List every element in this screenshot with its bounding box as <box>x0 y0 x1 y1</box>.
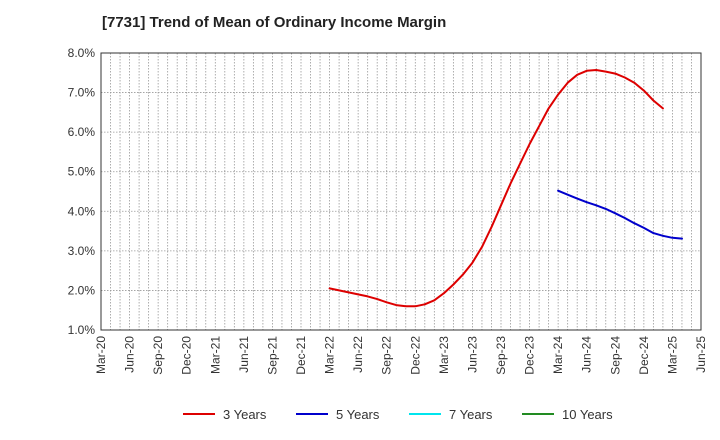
x-tick-label: Dec-21 <box>294 336 308 375</box>
x-tick-label: Sep-24 <box>608 336 622 375</box>
x-tick-label: Mar-22 <box>323 336 337 374</box>
x-tick-label: Jun-25 <box>694 336 708 373</box>
legend-label-5-years: 5 Years <box>336 407 380 422</box>
y-tick-label: 6.0% <box>68 125 96 139</box>
chart-title: [7731] Trend of Mean of Ordinary Income … <box>102 14 447 31</box>
x-tick-label: Jun-24 <box>580 336 594 373</box>
legend-label-3-years: 3 Years <box>223 407 267 422</box>
y-axis-ticks: 1.0% 2.0% 3.0% 4.0% 5.0% 6.0% 7.0% 8.0% <box>68 46 96 337</box>
x-tick-label: Mar-21 <box>208 336 222 374</box>
x-tick-label: Mar-20 <box>94 336 108 374</box>
y-tick-label: 4.0% <box>68 204 96 218</box>
x-tick-label: Dec-22 <box>408 336 422 375</box>
y-tick-label: 5.0% <box>68 165 96 179</box>
x-tick-label: Mar-25 <box>665 336 679 374</box>
y-tick-label: 8.0% <box>68 46 96 60</box>
x-tick-label: Dec-24 <box>637 336 651 375</box>
legend: 3 Years 5 Years 7 Years 10 Years <box>183 407 613 422</box>
y-tick-label: 2.0% <box>68 283 96 297</box>
x-tick-label: Dec-20 <box>180 336 194 375</box>
y-tick-label: 1.0% <box>68 323 96 337</box>
x-tick-label: Jun-20 <box>123 336 137 373</box>
series-line-5-years <box>557 189 683 240</box>
y-tick-label: 3.0% <box>68 244 96 258</box>
x-tick-label: Mar-24 <box>551 336 565 374</box>
x-tick-label: Sep-21 <box>265 336 279 375</box>
legend-label-7-years: 7 Years <box>449 407 493 422</box>
legend-label-10-years: 10 Years <box>562 407 613 422</box>
series-lines <box>328 69 683 308</box>
x-tick-label: Jun-23 <box>465 336 479 373</box>
grid <box>101 53 701 330</box>
x-tick-label: Mar-23 <box>437 336 451 374</box>
x-axis-ticks: Mar-20 Jun-20 Sep-20 Dec-20 Mar-21 Jun-21 Sep-… <box>94 336 708 375</box>
x-tick-label: Sep-23 <box>494 336 508 375</box>
y-tick-label: 7.0% <box>68 86 96 100</box>
x-tick-label: Jun-22 <box>351 336 365 373</box>
series-line-3-years <box>328 69 664 308</box>
x-tick-label: Sep-20 <box>151 336 165 375</box>
x-tick-label: Dec-23 <box>523 336 537 375</box>
x-tick-label: Sep-22 <box>380 336 394 375</box>
plot-area-frame <box>100 52 702 331</box>
x-tick-label: Jun-21 <box>237 336 251 373</box>
